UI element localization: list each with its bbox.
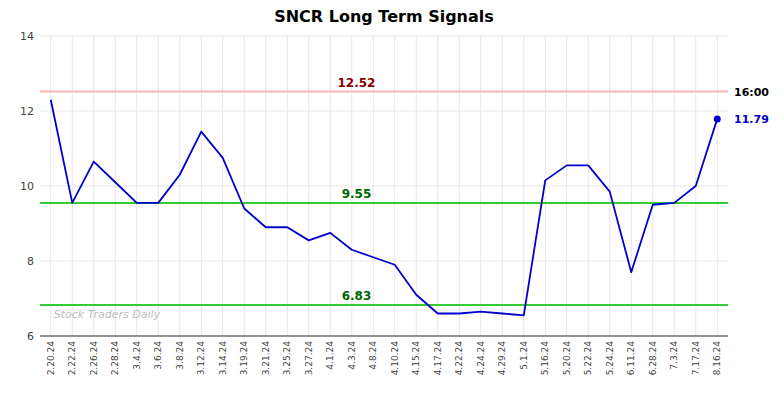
x-tick-label: 3.27.24 [304,341,314,376]
y-grid-line [40,111,728,112]
y-grid-line [40,36,728,37]
x-tick-label: 3.8.24 [175,341,185,370]
x-tick-label: 6.28.24 [648,341,658,376]
x-tick-label: 3.4.24 [132,341,142,370]
x-tick-label: 3.6.24 [153,341,163,370]
x-tick-label: 3.25.24 [282,341,292,376]
x-axis-line [40,335,728,336]
grid [40,36,728,336]
price-line [51,100,718,316]
x-tick-label: 4.29.24 [497,341,507,376]
signal-line [40,304,728,306]
x-tick-label: 3.19.24 [239,341,249,376]
y-tick-label: 12 [20,105,34,118]
x-tick-label: 3.12.24 [196,341,206,376]
x-tick-label: 4.17.24 [433,341,443,376]
x-tick-label: 8.16.24 [712,341,722,376]
x-tick-label: 7.17.24 [691,341,701,376]
x-tick-label: 5.22.24 [583,341,593,376]
y-grid-line [40,336,728,337]
plot-area [40,92,728,316]
annotation: 11.79 [734,113,769,126]
x-tick-label: 5.16.24 [540,341,550,376]
x-tick-label: 4.24.24 [476,341,486,376]
x-tick-label: 4.1.24 [325,341,335,370]
title: SNCR Long Term Signals [274,7,494,26]
y-grid-line [40,186,728,187]
x-tick-label: 2.22.24 [67,341,77,376]
x-tick-label: 3.14.24 [218,341,228,376]
chart: 6 8 10 12 14 Stock Traders Daily 12.52 9.55 6.83… [0,0,784,398]
watermark: Stock Traders Daily [54,308,161,321]
y-tick-label: 6 [27,330,34,343]
x-tick-label: 4.3.24 [347,341,357,370]
x-tick-label: 4.22.24 [454,341,464,376]
y-tick-label: 8 [27,255,34,268]
signal-label: 9.55 [342,187,372,201]
signal-label: 12.52 [337,76,375,90]
x-tick-label: 4.8.24 [368,341,378,370]
x-tick-label: 5.1.24 [519,341,529,370]
last-point [714,115,721,122]
x-tick-label: 3.21.24 [261,341,271,376]
x-tick-label: 2.28.24 [110,341,120,376]
x-tick-label: 5.20.24 [562,341,572,376]
annotation: 16:00 [734,86,769,99]
x-tick-label: 5.24.24 [605,341,615,376]
x-tick-label: 2.26.24 [89,341,99,376]
x-tick-label: 7.3.24 [669,341,679,370]
y-tick-label: 10 [20,180,34,193]
signal-label: 6.83 [342,289,372,303]
x-tick-label: 2.20.24 [46,341,56,376]
x-tick-label: 6.11.24 [626,341,636,376]
y-tick-label: 14 [20,30,34,43]
x-tick-label: 4.15.24 [411,341,421,376]
x-tick-label: 4.10.24 [390,341,400,376]
signal-line [40,91,728,93]
